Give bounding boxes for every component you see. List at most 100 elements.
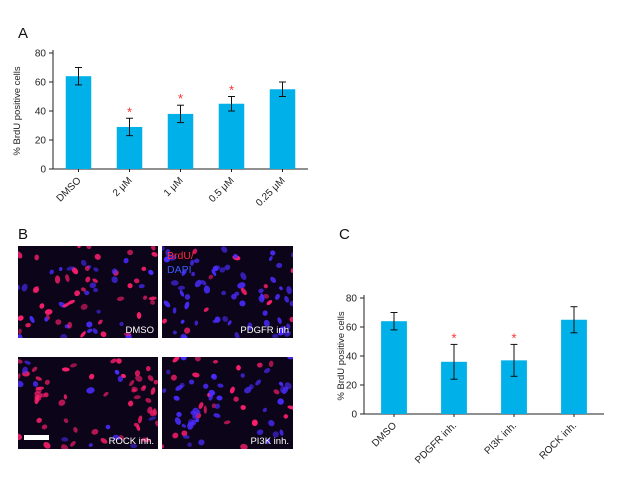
nucleus-dapi: [233, 253, 238, 259]
nucleus-brdu: [240, 405, 246, 410]
nucleus-dapi: [279, 429, 284, 436]
nucleus-brdu: [58, 399, 66, 406]
panel-label-b: B: [18, 226, 29, 243]
nucleus-brdu: [147, 375, 154, 382]
chart-a-category-label: 1 μM: [162, 175, 186, 199]
nucleus-dapi: [256, 429, 264, 435]
chart-a-bar: [65, 76, 92, 169]
nucleus-dapi: [92, 328, 98, 334]
chart-a-y-tick-label: 80: [35, 49, 47, 60]
nucleus-brdu: [150, 300, 156, 305]
nucleus-dapi: [278, 381, 284, 386]
chart-a-category-label: DMSO: [55, 175, 84, 204]
nucleus-brdu: [40, 393, 45, 398]
nucleus-brdu: [192, 248, 198, 255]
nucleus-dapi: [89, 282, 97, 289]
micrograph-label-pdgfr: PDGFR inh: [240, 325, 289, 336]
nucleus-brdu: [70, 441, 76, 447]
nucleus-brdu: [140, 386, 146, 392]
nucleus-dapi: [96, 309, 101, 314]
nucleus-dapi: [111, 276, 118, 284]
nucleus-dapi: [194, 279, 202, 288]
nucleus-brdu: [25, 323, 31, 328]
nucleus-brdu: [268, 360, 274, 368]
nucleus-dapi: [258, 288, 264, 294]
nucleus-brdu: [55, 319, 62, 325]
nucleus-brdu: [63, 418, 69, 423]
nucleus-dapi: [93, 287, 99, 293]
micrograph-pdgfr: PDGFR inh: [162, 246, 293, 338]
nucleus-dapi: [18, 284, 20, 290]
scale-bar: [24, 435, 49, 440]
nucleus-dapi: [278, 331, 285, 336]
nucleus-brdu: [266, 300, 273, 306]
nucleus-dapi: [18, 380, 24, 388]
nucleus-dapi: [286, 286, 292, 295]
nucleus-brdu: [94, 253, 101, 260]
nucleus-dapi: [172, 307, 177, 314]
nucleus-dapi: [221, 246, 228, 253]
nuclei-texture: [18, 246, 158, 338]
nucleus-dapi: [61, 437, 69, 442]
nucleus-dapi: [203, 285, 211, 294]
nucleus-brdu: [145, 398, 152, 403]
chart-c-category-label: PDGFR inh.: [413, 420, 459, 466]
nucleus-dapi: [191, 419, 197, 426]
chart-c-y-tick-label: 40: [346, 352, 358, 363]
nucleus-dapi: [221, 290, 227, 296]
chart-c-y-tick-label: 60: [346, 323, 358, 334]
nucleus-dapi: [177, 285, 186, 290]
nucleus-brdu: [136, 311, 142, 319]
nucleus-dapi: [255, 379, 262, 386]
nucleus-dapi: [29, 315, 35, 323]
nucleus-brdu: [70, 363, 77, 368]
nucleus-brdu: [118, 434, 124, 440]
nucleus-dapi: [262, 407, 268, 413]
nucleus-brdu: [257, 362, 263, 368]
micrograph-label-rock: ROCK inh.: [108, 436, 154, 447]
nucleus-dapi: [268, 419, 275, 427]
nucleus-dapi: [248, 384, 254, 390]
nucleus-dapi: [148, 416, 157, 421]
nucleus-dapi: [277, 317, 282, 324]
nucleus-dapi: [262, 310, 268, 316]
nucleus-dapi: [190, 259, 194, 266]
nucleus-dapi: [174, 417, 182, 425]
nucleus-dapi: [49, 269, 54, 275]
nucleus-brdu: [103, 391, 109, 397]
nucleus-brdu: [129, 380, 135, 387]
nucleus-dapi: [170, 280, 179, 286]
nucleus-dapi: [181, 424, 187, 428]
nucleus-dapi: [240, 373, 245, 378]
nucleus-dapi: [234, 332, 240, 338]
chart-c-category-label: ROCK inh.: [538, 420, 580, 462]
nucleus-brdu: [44, 309, 53, 315]
nucleus-dapi: [198, 439, 205, 446]
nucleus-brdu: [73, 427, 78, 433]
nucleus-brdu: [80, 331, 86, 338]
nucleus-dapi: [237, 282, 246, 289]
nucleus-dapi: [130, 443, 138, 449]
nucleus-brdu: [61, 444, 69, 449]
nucleus-brdu: [31, 366, 38, 373]
nucleus-dapi: [268, 256, 273, 261]
chart-a-y-tick-label: 20: [35, 136, 47, 147]
nucleus-brdu: [212, 359, 219, 364]
chart-c-category-label: PI3K inh.: [483, 420, 519, 456]
nucleus-dapi: [208, 392, 214, 401]
nucleus-brdu: [98, 319, 103, 325]
nucleus-dapi: [266, 438, 271, 444]
legend-dapi: DAPI: [167, 264, 192, 276]
nucleus-dapi: [193, 258, 200, 264]
nucleus-dapi: [260, 293, 265, 301]
nucleus-brdu: [134, 370, 141, 377]
nucleus-dapi: [173, 395, 180, 401]
nucleus-dapi: [184, 301, 190, 310]
nucleus-brdu: [74, 290, 81, 297]
nucleus-brdu: [203, 307, 209, 312]
chart-a-category-label: 0.5 μM: [207, 175, 237, 205]
nucleus-brdu: [85, 276, 91, 283]
nucleus-brdu: [181, 430, 188, 437]
nucleus-dapi: [179, 290, 185, 297]
nucleus-dapi: [195, 417, 200, 423]
